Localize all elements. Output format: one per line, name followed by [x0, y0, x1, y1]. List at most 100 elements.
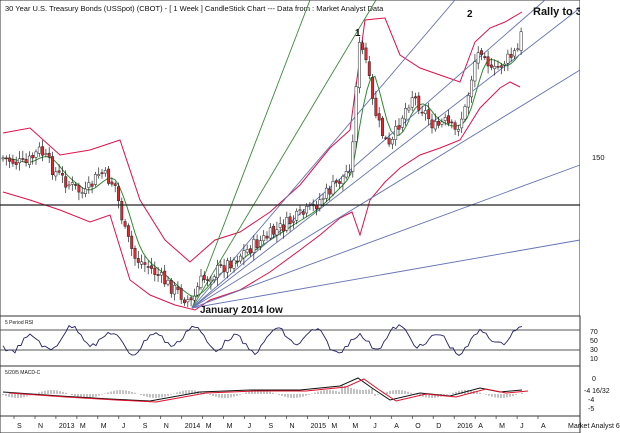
candle-body	[93, 174, 97, 185]
rsi-line	[2, 324, 523, 356]
candle-body	[163, 270, 167, 285]
candle-body	[367, 61, 371, 76]
candle-body	[77, 184, 81, 193]
macd-tick-2: -4	[588, 397, 594, 404]
x-tick-label: M	[80, 423, 86, 430]
candle-body	[219, 264, 223, 266]
candle-body	[126, 225, 130, 237]
bollinger-upper	[2, 11, 523, 263]
candle-body	[249, 248, 252, 254]
candle-body	[285, 217, 289, 231]
candle-body	[414, 96, 417, 99]
candle-body	[301, 211, 305, 215]
price-scale	[580, 0, 620, 316]
candle-body	[397, 125, 401, 130]
candle-body	[120, 201, 124, 221]
candle-body	[417, 95, 421, 111]
chart-title: 30 Year U.S. Treasury Bonds (USSpot) (CB…	[5, 4, 384, 13]
candle-body	[295, 210, 299, 221]
candle-body	[176, 286, 180, 290]
candle-body	[235, 260, 239, 263]
candle-body	[189, 297, 193, 301]
candle-body	[31, 155, 35, 159]
candle-body	[321, 198, 325, 200]
candle-body	[324, 187, 328, 199]
candle-body	[453, 122, 457, 130]
x-tick-label: N	[38, 423, 43, 430]
candle-body	[196, 286, 200, 296]
candle-body	[47, 152, 51, 158]
x-tick-label: 2014	[185, 423, 201, 430]
candle-body	[483, 56, 487, 58]
candle-body	[331, 181, 335, 195]
candle-body	[265, 235, 269, 239]
candle-body	[229, 260, 233, 269]
x-tick-label: J	[122, 423, 126, 430]
x-tick-label: S	[17, 423, 22, 430]
candle-body	[27, 155, 31, 165]
candle-body	[443, 117, 447, 121]
candle-body	[291, 221, 295, 223]
candle-body	[173, 285, 177, 295]
candle-body	[463, 106, 467, 120]
candle-body	[427, 109, 431, 120]
candle-body	[8, 157, 12, 162]
candle-body	[192, 295, 196, 301]
x-tick-label: A	[478, 423, 483, 430]
gann-fan-line-4	[191, 0, 546, 309]
candle-body	[156, 274, 160, 276]
rsi-polyline	[2, 324, 523, 356]
x-tick-label: 2013	[59, 423, 75, 430]
x-tick-label: M	[101, 423, 107, 430]
candle-body	[252, 238, 256, 253]
gann-fan-line-7	[191, 164, 581, 309]
candle-body	[298, 209, 302, 212]
candle-body	[136, 258, 140, 263]
x-tick-label: M	[499, 423, 505, 430]
candle-body	[509, 53, 513, 58]
brand-label: Market Analyst 6	[568, 423, 620, 430]
candle-body	[130, 235, 134, 249]
candle-body	[225, 260, 229, 273]
candle-body	[146, 266, 150, 268]
candle-body	[430, 119, 434, 129]
candle-body	[275, 229, 279, 236]
candle-body	[242, 250, 246, 259]
gann-fan-line-2	[191, 0, 377, 309]
candle-body	[390, 139, 394, 145]
candle-body	[503, 63, 507, 66]
x-tick-label: S	[143, 423, 148, 430]
candle-body	[516, 48, 520, 51]
gann-fan-line-6	[191, 69, 581, 309]
x-tick-label: 2016	[457, 423, 473, 430]
candle-body	[381, 117, 384, 136]
x-tick-label: M	[331, 423, 337, 430]
candle-body	[186, 299, 190, 303]
candle-body	[328, 188, 332, 195]
candle-body	[374, 97, 378, 116]
candle-body	[377, 113, 381, 121]
candle-body	[143, 262, 147, 265]
candle-body	[159, 272, 163, 276]
candle-body	[334, 180, 338, 183]
candle-body	[361, 42, 365, 50]
x-tick-label: N	[164, 423, 169, 430]
candle-body	[456, 129, 460, 132]
candle-body	[486, 56, 490, 67]
candle-body	[84, 188, 87, 194]
gann-fan-line-5	[191, 7, 581, 309]
x-tick-label: J	[373, 423, 377, 430]
rsi-tick-10: 10	[590, 356, 598, 363]
candle-body	[344, 171, 348, 178]
candle-body	[110, 181, 114, 185]
candle-body	[437, 120, 441, 126]
annotation-rally: Rally to 3	[533, 6, 582, 18]
candle-body	[41, 146, 45, 156]
candle-body	[400, 117, 404, 128]
candle-body	[423, 110, 427, 114]
candle-body	[480, 50, 483, 55]
candle-body	[473, 61, 477, 82]
candle-body	[357, 42, 361, 89]
candle-body	[222, 265, 226, 273]
